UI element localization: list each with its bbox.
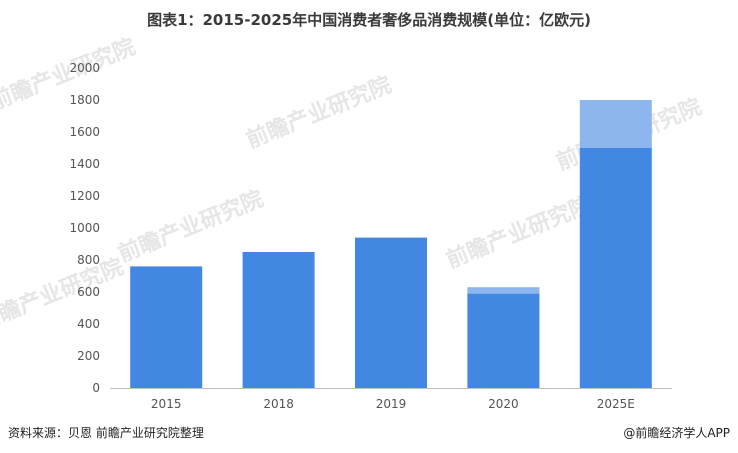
- bar-segment-base: [355, 237, 427, 388]
- bar-segment-base: [130, 266, 203, 388]
- watermark-text: 前瞻产业研究院: [0, 254, 127, 336]
- y-tick-label: 1200: [69, 189, 100, 203]
- bar-segment-increment: [467, 287, 540, 294]
- y-tick-label: 400: [77, 317, 100, 331]
- source-note: 资料来源：贝恩 前瞻产业研究院整理: [8, 426, 204, 440]
- bar-segment-base: [242, 252, 315, 388]
- y-tick-label: 2000: [69, 61, 100, 75]
- y-axis-ticks: 0 200 400 600 800 1000 1200 1400 1600 1800 2000: [69, 61, 100, 395]
- watermark-text: 前瞻产业研究院: [443, 192, 596, 274]
- y-tick-label: 800: [77, 253, 100, 267]
- y-tick-label: 1400: [69, 157, 100, 171]
- x-tick-label: 2020: [488, 397, 519, 411]
- y-tick-label: 1000: [69, 221, 100, 235]
- bar-segment-base: [467, 293, 540, 388]
- x-tick-label: 2019: [376, 397, 407, 411]
- brand-credit: @前瞻经济学人APP: [623, 426, 730, 440]
- bar-segment-increment: [579, 100, 652, 148]
- x-tick-label: 2015: [151, 397, 182, 411]
- y-tick-label: 200: [77, 349, 100, 363]
- watermark-text: 前瞻产业研究院: [243, 72, 396, 154]
- y-tick-label: 600: [77, 285, 100, 299]
- x-axis-ticks: 2015 2018 2019 2020 2025E: [151, 397, 635, 411]
- bars-layer: [130, 100, 652, 388]
- x-tick-label: 2018: [263, 397, 294, 411]
- y-tick-label: 1800: [69, 93, 100, 107]
- chart-title: 图表1：2015-2025年中国消费者奢侈品消费规模(单位：亿欧元): [147, 11, 591, 29]
- y-tick-label: 0: [92, 381, 100, 395]
- bar-segment-base: [579, 148, 652, 388]
- y-tick-label: 1600: [69, 125, 100, 139]
- x-tick-label: 2025E: [597, 397, 635, 411]
